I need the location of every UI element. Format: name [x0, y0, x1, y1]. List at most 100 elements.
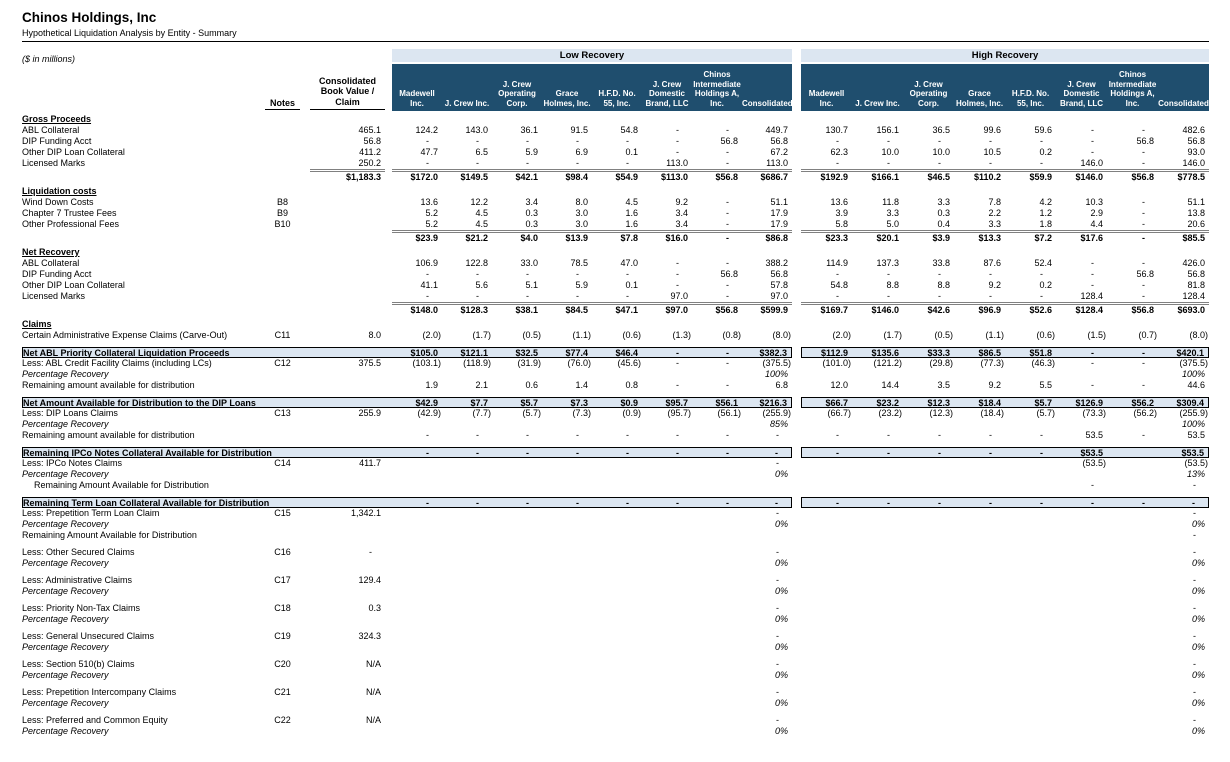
value-cell	[392, 530, 442, 541]
page-subtitle: Hypothetical Liquidation Analysis by Ent…	[22, 28, 237, 38]
value-cell: $113.0	[642, 169, 692, 182]
value-cell	[692, 480, 742, 491]
value-cell	[642, 480, 692, 491]
value-cell	[903, 469, 954, 480]
value-cell	[542, 547, 592, 558]
value-cell	[642, 726, 692, 737]
book-value-cell	[310, 614, 385, 625]
gutter	[792, 698, 801, 709]
value-cell	[1107, 715, 1158, 726]
value-cell	[392, 558, 442, 569]
gutter	[385, 347, 392, 358]
value-cell: 5.5	[1039, 380, 1052, 390]
value-cell: -	[426, 291, 429, 301]
value-cell: 9.2	[675, 197, 688, 207]
value-cell: 67.2	[770, 147, 788, 157]
value-cell	[1107, 519, 1158, 530]
value-cell: 10.3	[1085, 197, 1103, 207]
value-cell: -	[526, 291, 529, 301]
gutter	[792, 358, 801, 369]
row-label: Chapter 7 Trustee Fees	[22, 208, 117, 218]
value-cell	[692, 508, 742, 519]
value-cell	[592, 530, 642, 541]
value-cell	[903, 319, 954, 330]
entity-column-header-row: Notes Consolidated Book Value / Claim Made…	[22, 64, 1230, 111]
gutter	[792, 480, 801, 491]
note-cell	[255, 670, 310, 681]
gutter	[792, 330, 801, 341]
value-cell	[442, 186, 492, 197]
value-cell	[852, 508, 903, 519]
value-cell: 36.1	[520, 125, 538, 135]
note-cell: C20	[274, 659, 291, 669]
group-gutter	[792, 49, 801, 62]
value-cell	[492, 698, 542, 709]
row-label: Less: General Unsecured Claims	[22, 631, 155, 641]
value-cell	[1107, 419, 1158, 430]
value-cell	[954, 530, 1005, 541]
gutter	[385, 447, 392, 458]
value-cell	[442, 419, 492, 430]
value-cell: 143.0	[465, 125, 488, 135]
column-header-high-1: J. Crew Inc.	[855, 98, 900, 108]
value-cell	[1107, 586, 1158, 597]
value-cell: 2.1	[475, 380, 488, 390]
value-cell: 0.3	[525, 219, 538, 229]
value-cell: $7.3	[542, 397, 592, 408]
gutter	[792, 715, 801, 726]
value-cell	[852, 603, 903, 614]
value-cell	[442, 603, 492, 614]
pct-row: Percentage Recovery 0% 0%	[22, 670, 1230, 681]
value-cell: -	[492, 447, 542, 458]
value-cell: -	[776, 631, 779, 641]
value-cell	[492, 575, 542, 586]
gutter	[385, 469, 392, 480]
book-value-cell: 129.4	[358, 575, 381, 585]
low-recovery-header: Low Recovery	[392, 49, 792, 62]
item-row: Wind Down Costs B8 13.6 12.2 3.4 8.0 4.5 9.2 - 51…	[22, 197, 1230, 208]
row-label: Other Professional Fees	[22, 219, 120, 229]
value-cell: 51.1	[1187, 197, 1205, 207]
value-cell: 91.5	[570, 125, 588, 135]
gutter	[792, 670, 801, 681]
value-cell: $56.8	[692, 169, 742, 182]
row-label: Remaining Term Loan Collateral Available…	[22, 497, 270, 508]
gutter	[792, 186, 801, 197]
value-cell	[642, 186, 692, 197]
row-label: Percentage Recovery	[22, 586, 109, 596]
value-cell: 449.7	[765, 125, 788, 135]
gutter	[385, 419, 392, 430]
value-cell: $121.1	[442, 347, 492, 358]
gutter	[792, 125, 801, 136]
value-cell: -	[1142, 158, 1145, 168]
value-cell: 62.3	[830, 147, 848, 157]
item-row: Remaining amount available for distribut…	[22, 380, 1230, 391]
value-cell: -	[989, 136, 992, 146]
gutter	[385, 408, 392, 419]
value-cell: -	[938, 291, 941, 301]
value-cell: -	[989, 430, 992, 440]
gutter	[792, 642, 801, 653]
book-value-cell	[310, 347, 385, 358]
value-cell: $16.0	[642, 230, 692, 243]
gutter	[792, 458, 801, 469]
value-cell	[442, 469, 492, 480]
recovery-group-header-row: ($ in millions) Low Recovery High Recove…	[22, 49, 1230, 64]
value-cell: -	[852, 497, 903, 508]
gutter	[385, 125, 392, 136]
book-value-cell: 324.3	[358, 631, 381, 641]
value-cell: -	[442, 497, 492, 508]
value-cell	[1107, 575, 1158, 586]
gutter	[385, 614, 392, 625]
value-cell: $4.0	[492, 230, 542, 243]
value-cell	[954, 114, 1005, 125]
value-cell	[742, 114, 792, 125]
value-cell	[801, 726, 852, 737]
value-cell: -	[492, 497, 542, 508]
gutter	[792, 291, 801, 302]
value-cell: (0.7)	[1138, 330, 1157, 340]
value-cell	[542, 458, 592, 469]
value-cell	[954, 480, 1005, 491]
value-cell	[1056, 586, 1107, 597]
value-cell	[801, 247, 852, 258]
